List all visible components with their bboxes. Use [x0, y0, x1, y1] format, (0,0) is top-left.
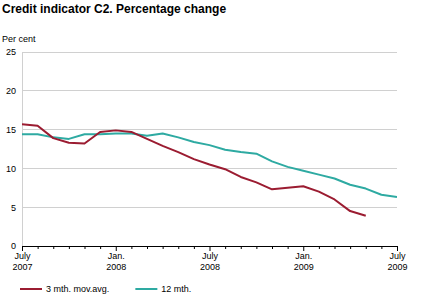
- x-axis: July2007Jan.2008July2008Jan.2009July2009: [12, 246, 407, 272]
- x-tick: July2009: [387, 246, 407, 272]
- x-tick-mark: [163, 246, 164, 249]
- x-tick: Jan.2009: [294, 246, 314, 272]
- y-tick: 20: [6, 86, 22, 96]
- y-tick-label: 5: [11, 203, 16, 213]
- x-tick-mark: [397, 246, 398, 251]
- x-tick-label-line: 2008: [200, 262, 220, 272]
- x-tick: [38, 246, 39, 249]
- grid-line: [22, 90, 397, 91]
- y-tick: 15: [6, 125, 22, 135]
- x-tick-label-line: 2009: [387, 262, 407, 272]
- grid-line: [22, 129, 397, 130]
- x-tick-mark: [22, 246, 23, 251]
- x-tick-mark: [319, 246, 320, 249]
- x-tick: [194, 246, 195, 249]
- x-tick: July2007: [12, 246, 32, 272]
- grid: [22, 52, 397, 246]
- y-tick-label: 20: [6, 86, 16, 96]
- x-tick: [163, 246, 164, 249]
- y-tick-label: 10: [6, 164, 16, 174]
- y-tick-label: 0: [11, 241, 16, 251]
- x-tick-label-line: 2007: [12, 262, 32, 272]
- grid-line: [22, 52, 397, 53]
- x-tick: [381, 246, 382, 249]
- x-tick: [256, 246, 257, 249]
- x-tick: July2008: [200, 246, 220, 272]
- x-tick-label: Jan.2009: [294, 251, 314, 271]
- x-tick-label: July2008: [200, 251, 220, 271]
- x-tick: [241, 246, 242, 249]
- x-tick-mark: [147, 246, 148, 249]
- chart: Credit indicator C2. Percentage change Pe…: [0, 0, 425, 305]
- x-tick-label-line: July: [14, 251, 31, 261]
- x-tick: [335, 246, 336, 249]
- legend-swatch: [20, 288, 42, 290]
- x-tick-mark: [69, 246, 70, 249]
- x-tick-mark: [288, 246, 289, 249]
- x-tick-label-line: July: [389, 251, 406, 261]
- x-tick-mark: [335, 246, 336, 249]
- x-tick-mark: [350, 246, 351, 249]
- legend: 3 mth. mov.avg. 12 mth.: [20, 284, 191, 294]
- x-tick-mark: [100, 246, 101, 249]
- x-tick: [85, 246, 86, 249]
- y-axis: 0 5 10 15 20 25: [6, 47, 23, 251]
- legend-item: 3 mth. mov.avg.: [20, 284, 109, 294]
- x-tick: [319, 246, 320, 249]
- x-tick: [131, 246, 132, 249]
- x-tick-mark: [256, 246, 257, 249]
- legend-swatch: [135, 288, 157, 290]
- y-tick: 0: [11, 241, 22, 251]
- y-tick: 10: [6, 164, 22, 174]
- x-tick-mark: [210, 246, 211, 251]
- x-tick-mark: [381, 246, 382, 249]
- x-tick-label: July2007: [12, 251, 32, 271]
- x-tick-mark: [241, 246, 242, 249]
- x-tick-mark: [303, 246, 304, 251]
- x-tick-label-line: Jan.: [295, 251, 312, 261]
- x-tick-mark: [38, 246, 39, 249]
- x-tick-mark: [178, 246, 179, 249]
- y-tick-label: 15: [6, 125, 16, 135]
- x-tick-mark: [272, 246, 273, 249]
- y-tick: 5: [11, 203, 22, 213]
- x-tick: [288, 246, 289, 249]
- x-tick: [350, 246, 351, 249]
- x-tick: [225, 246, 226, 249]
- grid-line: [22, 168, 397, 169]
- x-tick-mark: [194, 246, 195, 249]
- x-tick-label-line: Jan.: [108, 251, 125, 261]
- x-tick: [272, 246, 273, 249]
- legend-item: 12 mth.: [135, 284, 191, 294]
- title: Credit indicator C2. Percentage change: [2, 2, 226, 16]
- y-axis-line: [22, 53, 23, 247]
- x-tick-mark: [366, 246, 367, 249]
- x-tick-label: July2009: [387, 251, 407, 271]
- x-tick-label-line: 2009: [294, 262, 314, 272]
- x-tick-mark: [131, 246, 132, 249]
- y-tick: 25: [6, 47, 22, 57]
- x-tick: [100, 246, 101, 249]
- x-tick: [53, 246, 54, 249]
- y-axis-title: Per cent: [2, 34, 36, 44]
- x-tick-mark: [53, 246, 54, 249]
- x-tick-label-line: July: [202, 251, 219, 261]
- plot-area: [22, 124, 397, 216]
- series-line: [22, 124, 366, 216]
- grid-line: [22, 207, 397, 208]
- x-tick-mark: [225, 246, 226, 249]
- x-tick-mark: [116, 246, 117, 251]
- x-tick: [178, 246, 179, 249]
- x-tick: [147, 246, 148, 249]
- x-tick: Jan.2008: [106, 246, 126, 272]
- x-tick: [69, 246, 70, 249]
- legend-label: 3 mth. mov.avg.: [46, 284, 109, 294]
- x-tick-label-line: 2008: [106, 262, 126, 272]
- x-tick: [366, 246, 367, 249]
- x-tick-label: Jan.2008: [106, 251, 126, 271]
- y-tick-label: 25: [6, 47, 16, 57]
- x-tick-mark: [85, 246, 86, 249]
- legend-label: 12 mth.: [161, 284, 191, 294]
